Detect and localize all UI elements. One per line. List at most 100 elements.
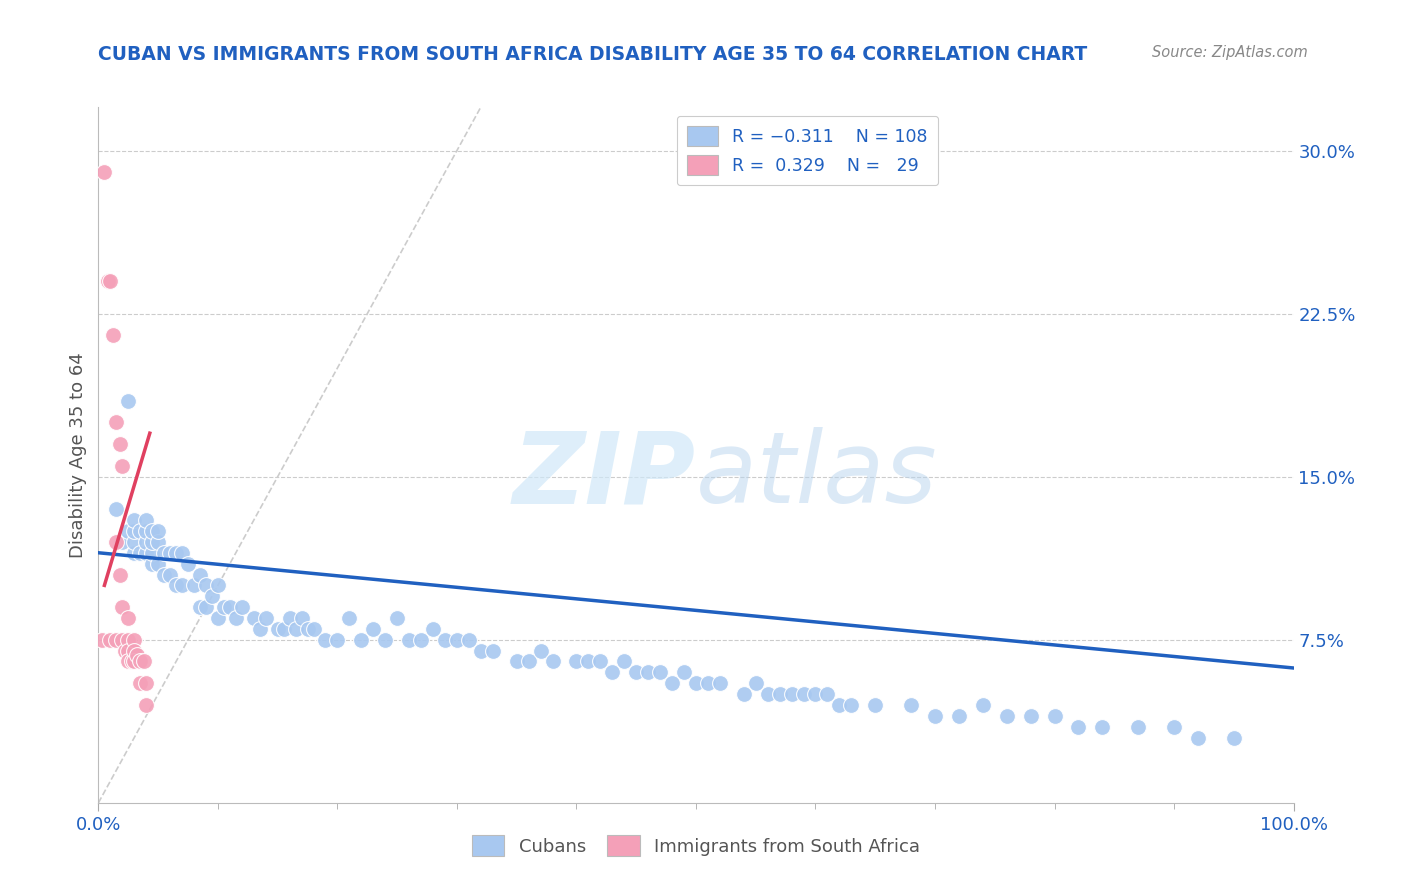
Point [284,622,307,636]
Point [267,622,290,636]
Point [924,708,946,723]
Point [165,546,187,560]
Text: ZIP: ZIP [513,427,696,524]
Point [254,611,277,625]
Point [339,611,361,625]
Point [117,643,139,657]
Point [121,655,143,669]
Y-axis label: Disability Age 35 to 64: Disability Age 35 to 64 [69,352,87,558]
Point [132,655,155,669]
Point [117,632,139,647]
Point [135,513,157,527]
Point [114,643,136,657]
Point [108,567,131,582]
Point [177,557,200,571]
Point [111,458,134,473]
Point [828,698,851,712]
Point [1128,720,1150,734]
Point [841,698,863,712]
Point [135,676,157,690]
Point [125,648,148,662]
Point [411,632,433,647]
Point [506,655,529,669]
Point [804,687,827,701]
Point [297,622,319,636]
Point [578,655,600,669]
Point [111,600,134,615]
Point [141,534,163,549]
Point [780,687,803,701]
Point [434,632,457,647]
Point [1019,708,1042,723]
Point [733,687,755,701]
Point [124,524,146,538]
Point [135,546,157,560]
Point [1163,720,1185,734]
Point [212,600,235,615]
Point [756,687,779,701]
Point [273,622,295,636]
Point [135,698,157,712]
Point [207,611,229,625]
Point [105,415,128,429]
Point [745,676,768,690]
Point [101,328,124,343]
Point [243,611,266,625]
Point [207,578,229,592]
Point [374,632,396,647]
Point [768,687,790,701]
Point [124,643,146,657]
Text: CUBAN VS IMMIGRANTS FROM SOUTH AFRICA DISABILITY AGE 35 TO 64 CORRELATION CHART: CUBAN VS IMMIGRANTS FROM SOUTH AFRICA DI… [98,45,1088,63]
Point [865,698,887,712]
Point [626,665,648,680]
Point [124,655,146,669]
Point [129,676,152,690]
Point [815,687,838,701]
Point [249,622,271,636]
Legend: Cubans, Immigrants from South Africa: Cubans, Immigrants from South Africa [464,828,928,863]
Point [219,600,242,615]
Point [470,643,492,657]
Point [637,665,659,680]
Point [165,578,187,592]
Point [385,611,409,625]
Point [481,643,505,657]
Point [278,611,301,625]
Point [195,578,218,592]
Point [141,557,163,571]
Point [183,578,205,592]
Point [129,655,152,669]
Point [159,546,181,560]
Point [900,698,922,712]
Point [291,611,314,625]
Point [948,708,970,723]
Point [302,622,325,636]
Point [709,676,731,690]
Point [446,632,468,647]
Point [1223,731,1246,745]
Point [105,534,128,549]
Point [350,632,373,647]
Point [117,524,139,538]
Point [97,274,120,288]
Point [135,524,157,538]
Point [458,632,481,647]
Point [648,665,672,680]
Point [141,524,163,538]
Point [93,165,115,179]
Point [685,676,707,690]
Point [117,655,139,669]
Point [315,632,337,647]
Point [124,513,146,527]
Point [1067,720,1090,734]
Point [148,524,170,538]
Point [105,632,128,647]
Text: Source: ZipAtlas.com: Source: ZipAtlas.com [1152,45,1308,60]
Point [517,655,540,669]
Point [995,708,1018,723]
Point [105,502,128,516]
Point [195,600,218,615]
Point [422,622,444,636]
Point [326,632,349,647]
Point [172,578,194,592]
